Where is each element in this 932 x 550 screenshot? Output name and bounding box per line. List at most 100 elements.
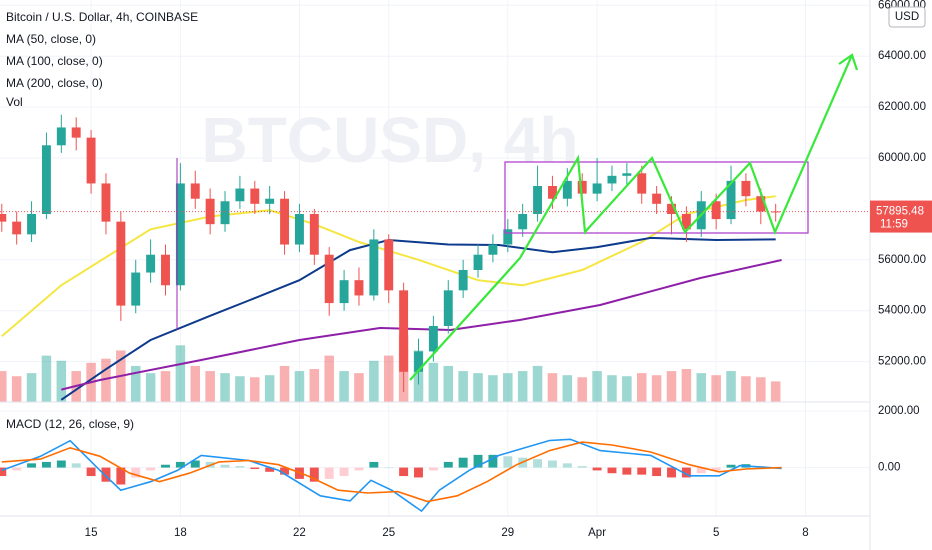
histogram-bar xyxy=(190,460,200,468)
currency-box[interactable] xyxy=(888,6,926,28)
countdown: 11:59 xyxy=(880,219,908,231)
candle-body xyxy=(533,185,543,214)
volume-bar xyxy=(428,362,439,402)
volume-bar xyxy=(577,377,587,402)
last-price-label: 57895.48 xyxy=(876,206,924,218)
y-tick-label: 2000.00 xyxy=(878,405,920,417)
histogram-bar xyxy=(339,467,349,477)
candle-body xyxy=(414,351,423,372)
candle-body xyxy=(71,127,81,138)
volume-bar xyxy=(532,365,543,402)
candle-body xyxy=(116,221,126,306)
candle-body xyxy=(0,213,7,222)
candle-body xyxy=(294,213,304,245)
histogram-bar xyxy=(0,467,7,477)
legend-vol: Vol xyxy=(6,95,23,109)
volume-bar xyxy=(175,345,186,402)
axes: 52000.0054000.0056000.0060000.0062000.00… xyxy=(6,0,932,539)
candle-body xyxy=(667,203,676,214)
candle-body xyxy=(726,180,736,220)
histogram-bar xyxy=(146,467,156,471)
volume-bar xyxy=(383,355,394,402)
histogram-bar xyxy=(622,467,632,475)
volume-bar xyxy=(443,365,454,402)
histogram-bar xyxy=(250,467,260,469)
histogram-bar xyxy=(71,463,81,468)
candle-body xyxy=(577,180,587,194)
candle-body xyxy=(56,127,66,146)
volume-bar xyxy=(592,371,602,402)
candle-body xyxy=(369,239,379,296)
volume-bar xyxy=(636,373,647,402)
histogram-bar xyxy=(414,467,423,478)
histogram-bar xyxy=(161,464,170,468)
volume-bar xyxy=(235,376,245,402)
legend-title: Bitcoin / U.S. Dollar, 4h, COINBASE xyxy=(6,10,198,24)
histogram-bar xyxy=(12,467,22,471)
histogram-bar xyxy=(354,467,364,471)
histogram-bar xyxy=(56,460,66,468)
histogram-bar xyxy=(309,467,319,482)
volume-bar xyxy=(41,355,52,402)
volume-bar xyxy=(160,371,171,402)
volume-bar xyxy=(666,371,677,402)
volume-bar xyxy=(741,376,751,402)
volume-bar xyxy=(562,375,573,402)
volume-bar xyxy=(324,355,334,402)
volume-bar xyxy=(756,377,766,402)
volume-bar xyxy=(488,375,498,402)
volume-bar xyxy=(279,365,290,402)
histogram-bar xyxy=(116,467,126,485)
volume-bar xyxy=(264,375,275,402)
volume-bar xyxy=(607,375,617,402)
volume-bar xyxy=(651,375,662,402)
histogram-bar xyxy=(86,467,96,477)
histogram-bar xyxy=(592,467,602,471)
candle-body xyxy=(547,185,557,199)
moving-average xyxy=(61,259,782,391)
histogram-bar xyxy=(667,467,676,478)
candle-body xyxy=(324,254,334,304)
candle-body xyxy=(339,280,349,304)
x-tick-label: 8 xyxy=(802,527,808,539)
volume-bar xyxy=(339,371,349,402)
candle-body xyxy=(175,183,185,286)
y-tick-label: 64000.00 xyxy=(878,50,926,62)
candle-body xyxy=(518,213,528,230)
histogram-bar xyxy=(637,467,647,475)
volume-bar xyxy=(309,369,320,402)
histogram-bar xyxy=(235,466,245,468)
volume-bar xyxy=(503,373,513,402)
candle-body xyxy=(428,325,438,352)
volume-bar xyxy=(696,373,707,402)
histogram-bar xyxy=(681,467,691,478)
candle-body xyxy=(235,188,245,202)
legend-entry: MA (50, close, 0) xyxy=(6,32,96,46)
macd-pane xyxy=(0,438,782,513)
volume-bar xyxy=(726,371,736,402)
histogram-bar xyxy=(473,454,483,468)
y-tick-label: 60000.00 xyxy=(878,152,926,164)
volume-bar xyxy=(294,371,305,402)
currency[interactable]: USD xyxy=(895,11,919,23)
volume-bar xyxy=(56,360,67,402)
candle-body xyxy=(101,183,111,222)
x-tick-label: 18 xyxy=(174,527,187,539)
macd-title: MACD (12, 26, close, 9) xyxy=(6,417,134,431)
volume-bar xyxy=(473,373,483,402)
histogram-bar xyxy=(369,461,379,468)
histogram-bar xyxy=(696,467,706,474)
candle-body xyxy=(86,137,96,184)
candle-body xyxy=(161,254,170,286)
y-tick-label: 0.00 xyxy=(878,462,900,474)
volume-bar xyxy=(101,358,111,402)
volume-bar xyxy=(220,373,230,402)
histogram-bar xyxy=(399,467,409,477)
volume-bar xyxy=(190,365,201,402)
volume-bar xyxy=(250,377,260,402)
histogram-bar xyxy=(175,461,185,468)
histogram-bar xyxy=(101,467,111,482)
x-tick-label: Apr xyxy=(588,527,606,539)
histogram-bar xyxy=(533,459,543,468)
